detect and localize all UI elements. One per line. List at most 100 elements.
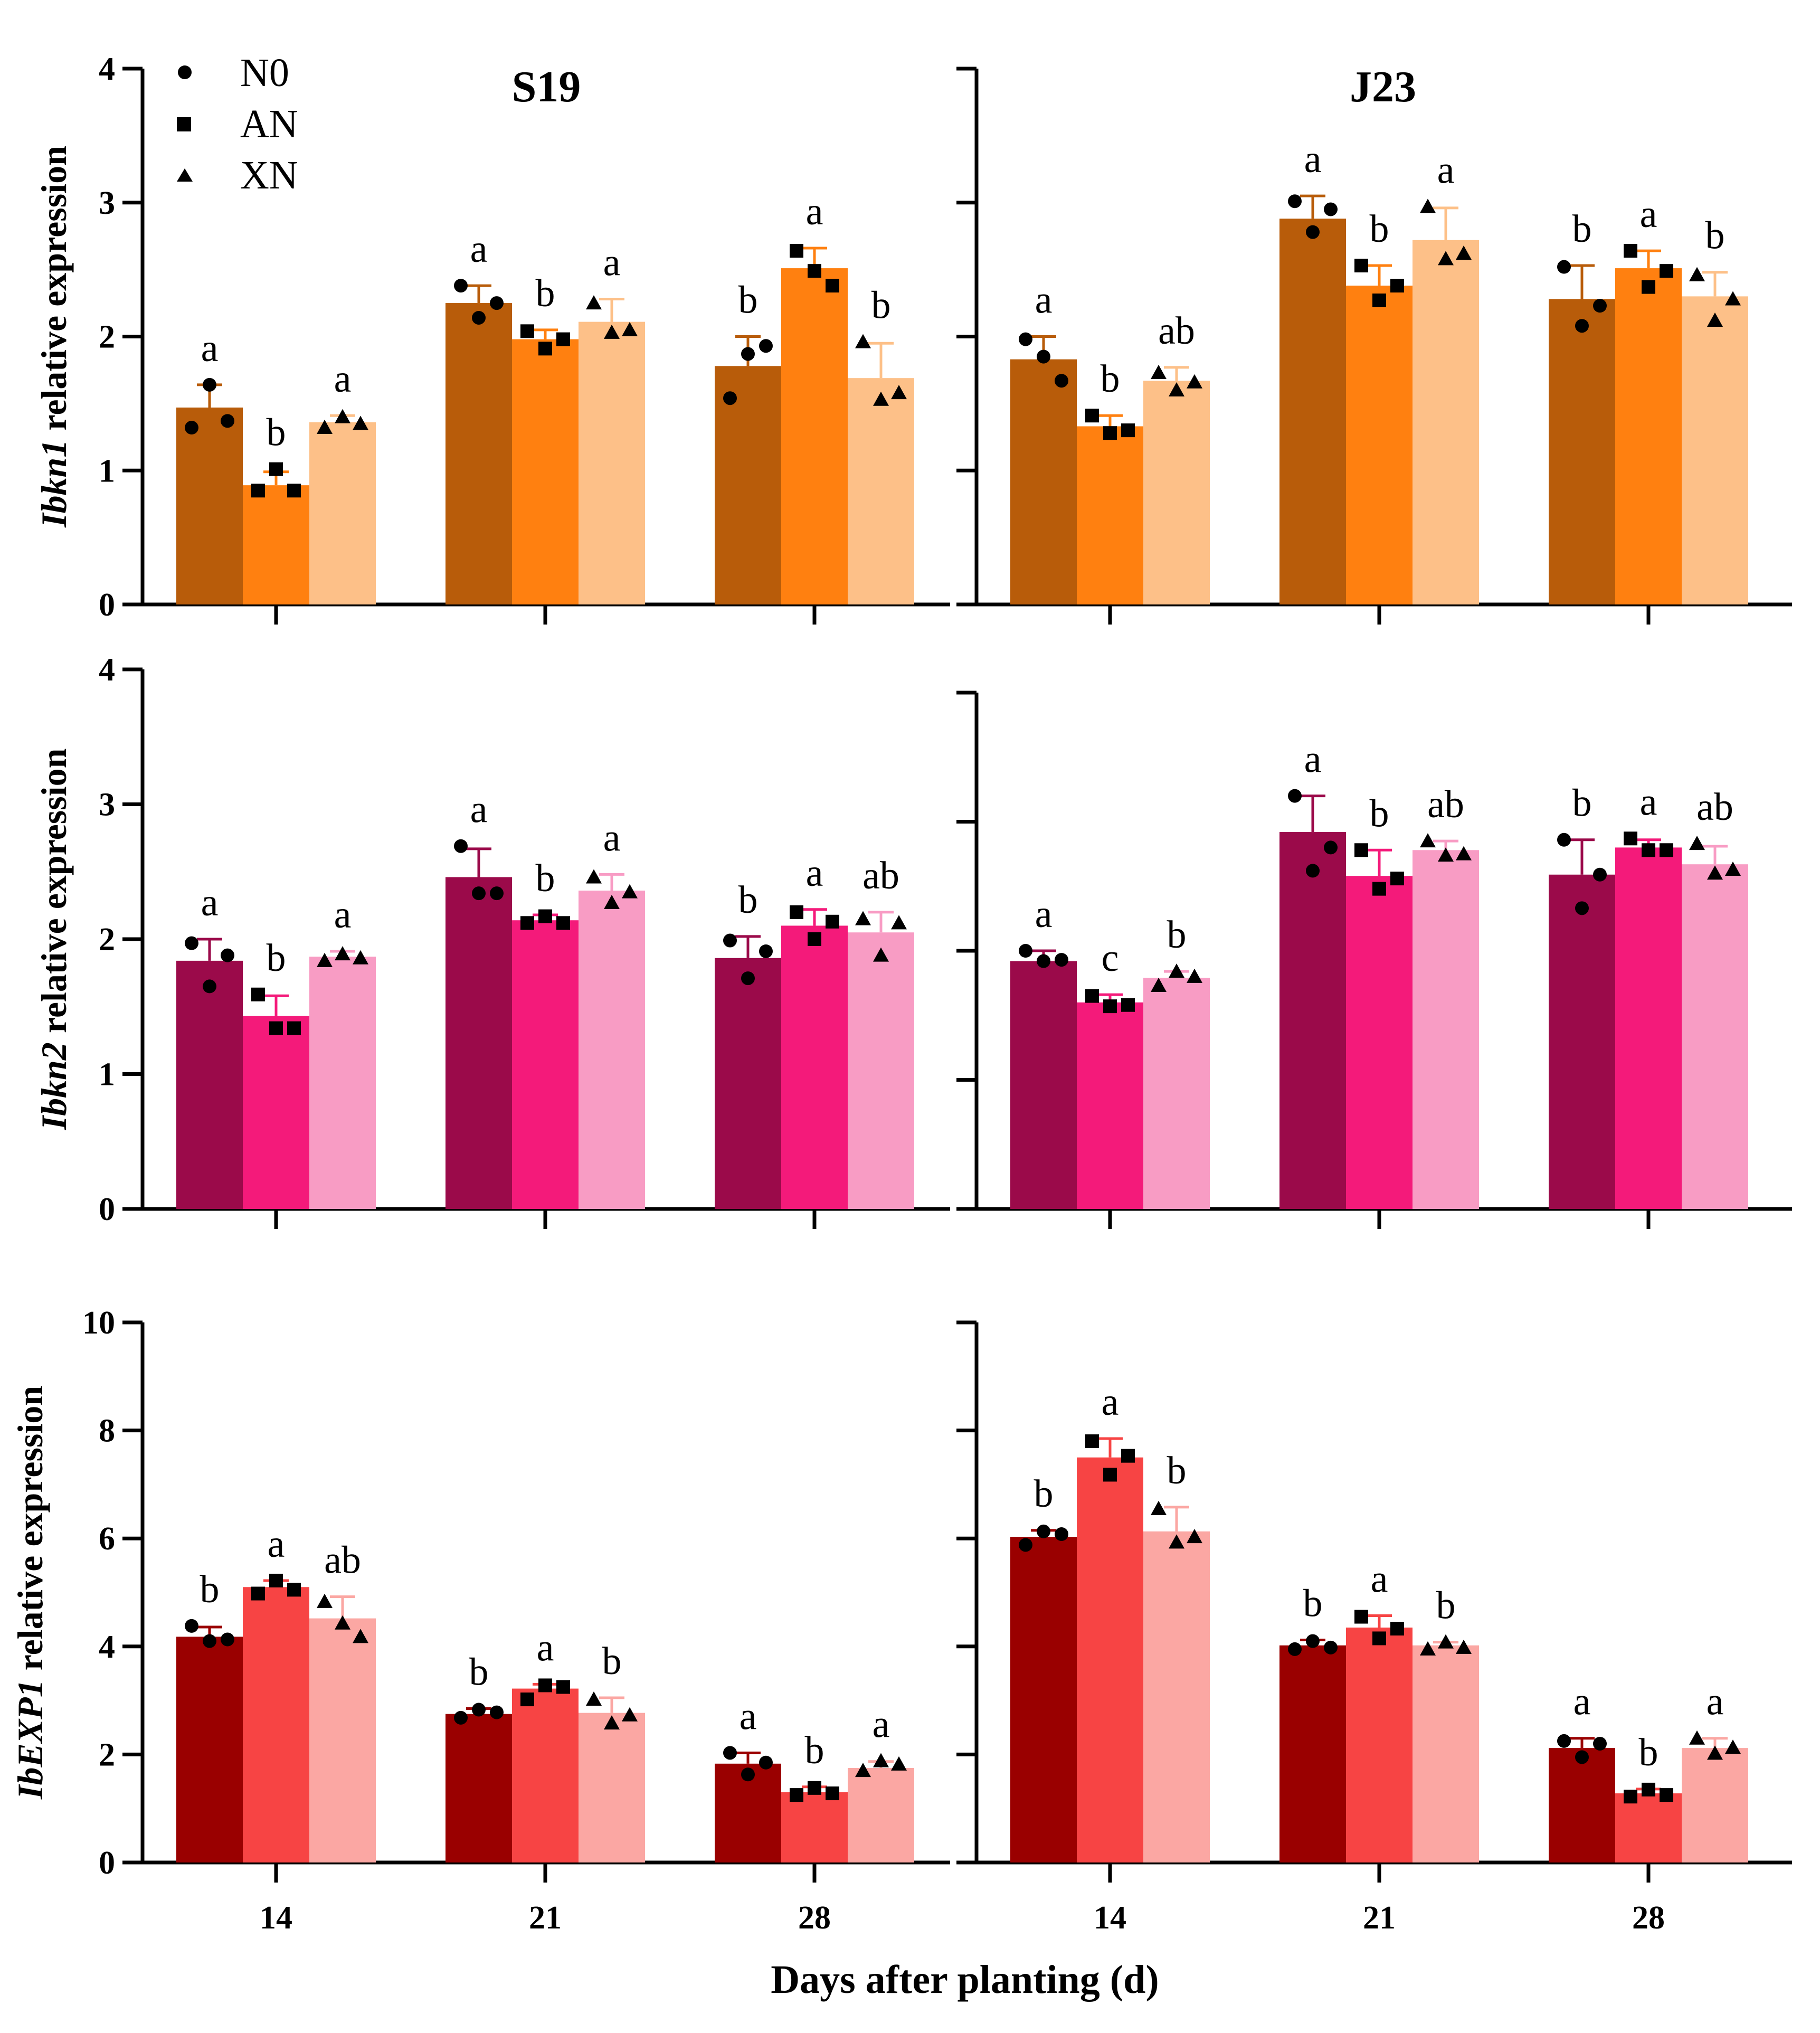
significance-letter: a <box>1640 780 1657 824</box>
y-tick-label: 2 <box>99 922 115 958</box>
y-axis-title: IbEXP1 relative expression <box>10 1386 50 1800</box>
data-point-n0 <box>1288 194 1302 209</box>
data-point-n0 <box>723 933 737 948</box>
data-point-n0 <box>472 1703 486 1717</box>
bar-xn-14 <box>1143 978 1210 1209</box>
data-point-xn <box>855 334 871 348</box>
significance-letter: b <box>1101 357 1120 401</box>
data-point-n0 <box>454 1710 468 1725</box>
data-point-an <box>556 916 570 930</box>
significance-letter: a <box>1437 148 1455 192</box>
data-point-an <box>251 1586 265 1601</box>
data-point-n0 <box>1324 840 1338 855</box>
data-point-n0 <box>741 971 755 986</box>
significance-letter: b <box>1034 1472 1054 1516</box>
data-point-xn <box>622 322 638 336</box>
bar-xn-14 <box>1143 1531 1210 1862</box>
data-point-an <box>826 914 839 929</box>
data-point-xn <box>1187 374 1202 389</box>
data-point-an <box>520 324 534 338</box>
data-point-an <box>1372 882 1386 896</box>
significance-letter: a <box>334 357 352 401</box>
significance-letter: ab <box>1427 783 1464 826</box>
data-point-xn <box>1707 1745 1723 1760</box>
y-tick-label: 3 <box>99 185 115 221</box>
bar-n0-14 <box>176 1637 243 1862</box>
significance-letter: b <box>267 411 286 455</box>
bar-n0-21 <box>445 1714 512 1862</box>
data-point-an <box>1642 280 1655 294</box>
y-tick-label: 4 <box>99 1629 115 1665</box>
significance-letter: a <box>1304 738 1322 781</box>
y-tick-label: 2 <box>99 1737 115 1773</box>
bar-an-21 <box>512 920 579 1209</box>
data-point-n0 <box>472 310 486 325</box>
y-tick-label: 2 <box>99 319 115 355</box>
data-point-an <box>269 462 283 476</box>
data-point-n0 <box>1575 319 1589 333</box>
bar-n0-14 <box>176 960 243 1209</box>
bar-n0-28 <box>715 958 781 1209</box>
significance-letter: a <box>470 788 488 831</box>
significance-letter: a <box>537 1626 554 1669</box>
y-tick-label: 1 <box>99 453 115 489</box>
data-point-xn <box>1689 836 1705 850</box>
data-point-an <box>287 484 301 498</box>
data-point-an <box>269 1021 283 1035</box>
data-point-xn <box>622 1707 638 1722</box>
data-point-xn <box>1420 198 1436 213</box>
data-point-xn <box>1707 313 1723 327</box>
y-tick-label: 0 <box>99 587 115 623</box>
data-point-an <box>287 1021 301 1035</box>
data-point-an <box>1354 843 1368 857</box>
bar-an-14 <box>1077 1457 1143 1862</box>
data-point-an <box>538 342 552 356</box>
data-point-xn <box>1689 267 1705 281</box>
bar-n0-21 <box>1279 219 1346 604</box>
data-point-n0 <box>723 391 737 405</box>
data-point-n0 <box>203 1634 216 1648</box>
data-point-xn <box>891 1756 907 1771</box>
significance-letter: b <box>1705 214 1725 258</box>
data-point-n0 <box>185 421 198 435</box>
data-point-an <box>790 905 803 919</box>
bar-xn-14 <box>309 957 376 1209</box>
data-point-n0 <box>1055 1527 1068 1542</box>
significance-letter: a <box>806 190 823 233</box>
significance-letter: a <box>201 881 219 924</box>
significance-letter: b <box>469 1650 489 1694</box>
significance-letter: a <box>1035 279 1053 322</box>
significance-letter: ab <box>1696 786 1733 829</box>
data-point-n0 <box>454 279 468 293</box>
bar-an-28 <box>1615 847 1682 1209</box>
bar-an-28 <box>1615 268 1682 604</box>
bar-n0-14 <box>1010 961 1077 1209</box>
bar-xn-28 <box>1682 296 1748 604</box>
significance-letter: ab <box>1158 309 1195 353</box>
data-point-n0 <box>221 1632 234 1647</box>
data-point-xn <box>622 884 638 899</box>
significance-letter: a <box>740 1695 757 1738</box>
bar-an-14 <box>1077 426 1143 604</box>
data-point-an <box>556 1680 570 1694</box>
chart-panel-1: 0 1 2 3 4 Ibkn1 relative expression S19 a b a a b a b… <box>34 51 950 625</box>
legend-label-an: AN <box>240 102 298 146</box>
bar-an-14 <box>1077 1002 1143 1209</box>
bar-xn-28 <box>1682 864 1748 1209</box>
data-point-an <box>1390 872 1404 886</box>
data-point-n0 <box>1037 954 1050 968</box>
data-point-an <box>790 244 803 258</box>
data-point-n0 <box>741 1767 755 1782</box>
bar-xn-28 <box>848 378 914 604</box>
data-point-n0 <box>185 1619 198 1633</box>
data-point-n0 <box>759 944 773 958</box>
significance-letter: b <box>1370 792 1389 835</box>
bar-n0-14 <box>176 407 243 604</box>
data-point-n0 <box>759 339 773 353</box>
bar-an-28 <box>781 925 848 1209</box>
x-tick-label: 14 <box>260 1900 292 1936</box>
significance-letter: b <box>536 857 555 900</box>
bar-xn-21 <box>579 322 645 604</box>
data-point-n0 <box>203 979 216 994</box>
